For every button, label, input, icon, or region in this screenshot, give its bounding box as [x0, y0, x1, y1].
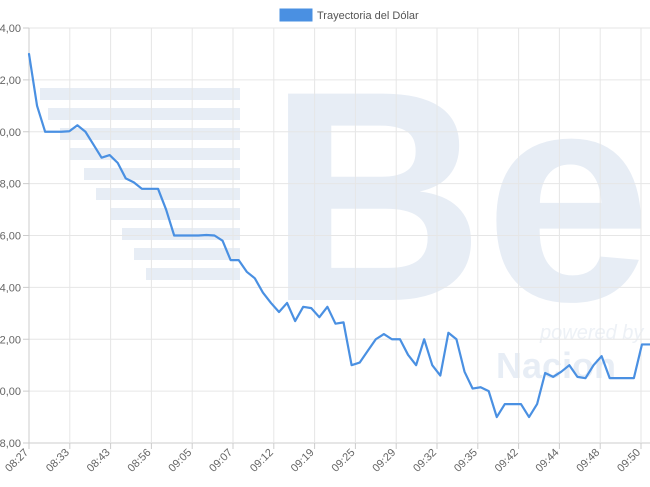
watermark: Beo powered by Nacion: [40, 28, 650, 386]
x-tick-label: 09:50: [615, 447, 643, 475]
series-line[interactable]: [27, 52, 650, 419]
x-tick-label: 09:35: [452, 447, 480, 475]
x-tick-label: 09:07: [207, 447, 235, 475]
x-tick-label: 09:05: [166, 447, 194, 475]
y-tick-label: 868,00: [0, 179, 21, 191]
x-tick-label: 09:44: [534, 447, 562, 475]
y-tick-label: 862,00: [0, 334, 21, 346]
watermark-brand: Nacion: [496, 345, 616, 386]
x-tick-label: 08:27: [3, 447, 31, 475]
legend-label[interactable]: Trayectoria del Dólar: [317, 10, 419, 22]
y-tick-label: 874,00: [0, 23, 21, 35]
y-tick-label: 866,00: [0, 231, 21, 243]
y-tick-label: 872,00: [0, 75, 21, 87]
y-tick-label: 860,00: [0, 386, 21, 398]
watermark-text: Beo: [268, 28, 650, 364]
x-tick-label: 09:25: [330, 447, 358, 475]
watermark-subtext: powered by: [539, 322, 644, 344]
x-tick-label: 09:48: [574, 447, 602, 475]
legend: Trayectoria del Dólar: [279, 8, 419, 22]
y-tick-label: 864,00: [0, 282, 21, 294]
series: [27, 52, 650, 419]
x-tick-label: 09:42: [493, 447, 521, 475]
x-tick-label: 09:12: [248, 447, 276, 475]
x-tick-label: 08:56: [126, 447, 154, 475]
legend-swatch[interactable]: [279, 8, 313, 22]
x-tick-label: 09:19: [289, 447, 317, 475]
y-tick-label: 870,00: [0, 127, 21, 139]
y-tick-label: 858,00: [0, 438, 21, 450]
x-tick-label: 08:33: [44, 447, 72, 475]
x-tick-label: 09:32: [411, 447, 439, 475]
x-tick-label: 09:29: [370, 447, 398, 475]
x-tick-label: 08:43: [85, 447, 113, 475]
